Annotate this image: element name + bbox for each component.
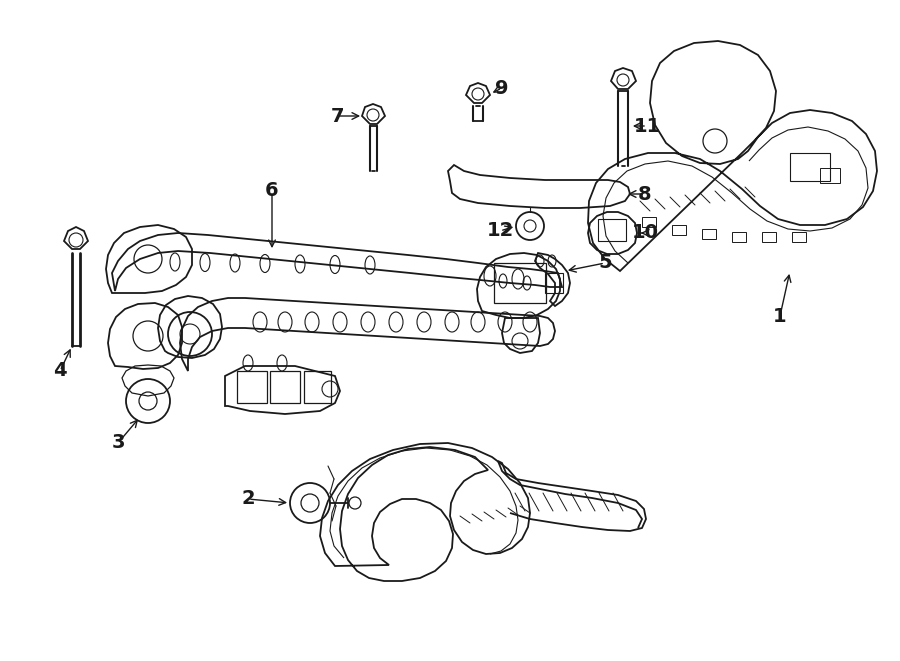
Bar: [702, 229, 716, 239]
Bar: [237, 371, 267, 403]
Bar: [820, 168, 840, 183]
Bar: [790, 153, 830, 181]
Text: 1: 1: [773, 307, 787, 325]
Bar: [672, 225, 686, 235]
Text: 6: 6: [266, 182, 279, 200]
Text: 10: 10: [632, 223, 659, 243]
Bar: [304, 371, 331, 403]
Polygon shape: [611, 68, 636, 89]
Bar: [762, 232, 776, 242]
Polygon shape: [362, 104, 385, 124]
Bar: [732, 232, 746, 242]
Polygon shape: [64, 227, 88, 249]
Bar: [642, 217, 656, 227]
Text: 4: 4: [53, 362, 67, 381]
Text: 3: 3: [112, 434, 125, 453]
Text: 8: 8: [638, 184, 652, 204]
Bar: [270, 371, 300, 403]
Text: 11: 11: [634, 116, 661, 136]
Text: 12: 12: [486, 221, 514, 241]
Bar: [598, 219, 626, 241]
Bar: [792, 232, 806, 242]
Bar: [494, 263, 546, 303]
Bar: [545, 273, 563, 293]
Text: 9: 9: [495, 79, 508, 98]
Text: 2: 2: [241, 490, 255, 508]
Polygon shape: [466, 83, 490, 103]
Text: 5: 5: [598, 254, 612, 272]
Text: 7: 7: [330, 106, 344, 126]
